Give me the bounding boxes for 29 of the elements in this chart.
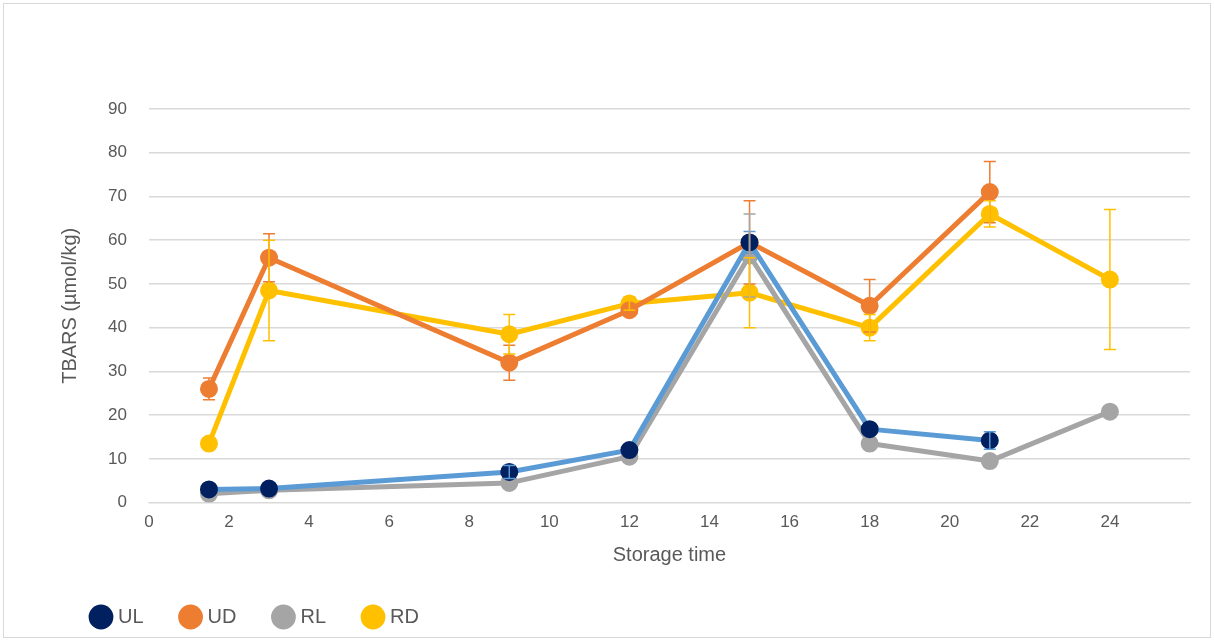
x-tick-label: 0 bbox=[144, 512, 154, 532]
x-tick-label: 20 bbox=[940, 512, 960, 532]
y-tick-label: 70 bbox=[107, 186, 127, 206]
y-tick-label: 40 bbox=[107, 317, 127, 337]
y-tick-label: 30 bbox=[107, 361, 127, 381]
y-tick-label: 20 bbox=[107, 404, 127, 424]
y-tick-label: 10 bbox=[107, 448, 127, 468]
x-tick-label: 14 bbox=[700, 512, 719, 532]
y-tick-label: 60 bbox=[107, 229, 127, 249]
x-tick-label: 24 bbox=[1100, 512, 1120, 532]
y-tick-label: 90 bbox=[107, 98, 127, 118]
legend-label: RD bbox=[390, 604, 419, 627]
x-axis-title: Storage time bbox=[612, 542, 727, 565]
x-tick-label: 4 bbox=[304, 512, 314, 532]
legend-label: UL bbox=[118, 604, 144, 627]
x-tick-label: 2 bbox=[224, 512, 234, 532]
legend-label: UD bbox=[207, 604, 237, 627]
y-tick-label: 0 bbox=[117, 492, 127, 512]
x-tick-label: 6 bbox=[384, 512, 394, 532]
x-tick-label: 12 bbox=[619, 512, 639, 532]
y-axis-title: TBARS (µmol/kg) bbox=[57, 227, 80, 384]
x-tick-label: 10 bbox=[539, 512, 559, 532]
x-tick-label: 16 bbox=[780, 512, 800, 532]
y-tick-label: 50 bbox=[107, 273, 127, 293]
x-tick-label: 22 bbox=[1020, 512, 1040, 532]
legend-label: RL bbox=[300, 604, 327, 627]
x-tick-label: 8 bbox=[464, 512, 474, 532]
x-tick-label: 18 bbox=[860, 512, 880, 532]
y-tick-label: 80 bbox=[107, 142, 127, 162]
